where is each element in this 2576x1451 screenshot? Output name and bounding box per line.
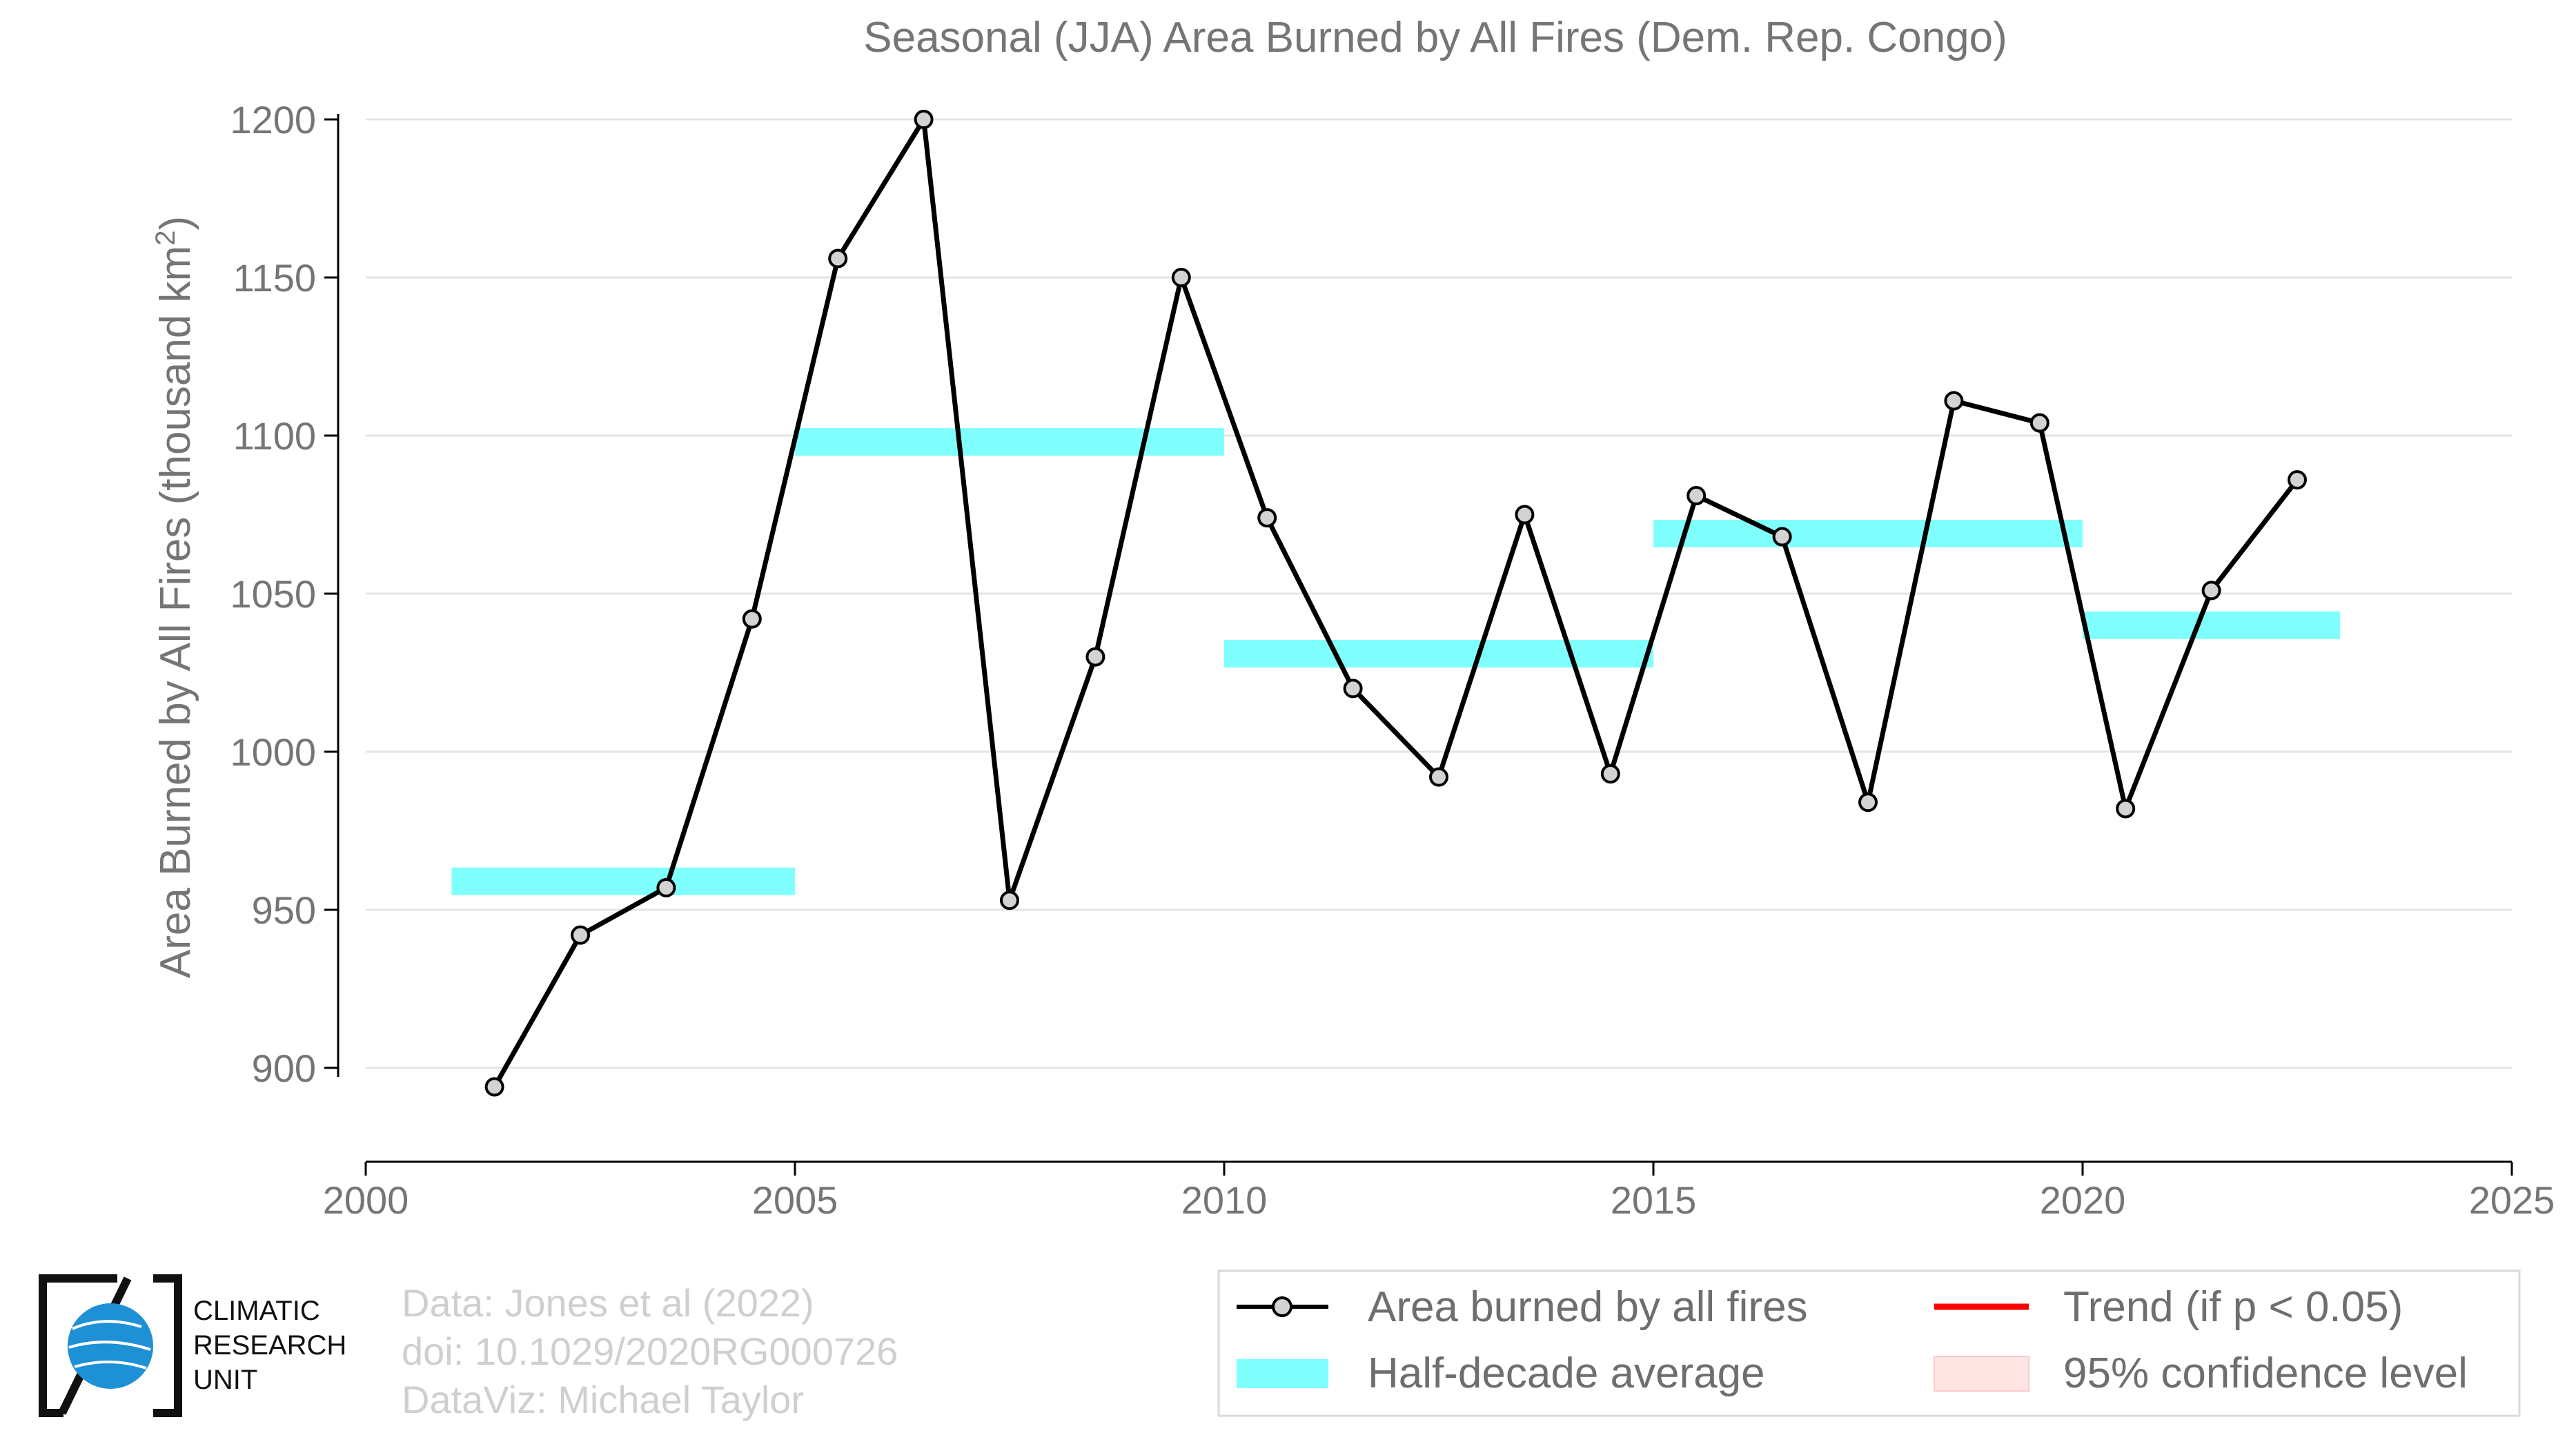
credit-dataviz: DataViz: Michael Taylor bbox=[402, 1378, 804, 1421]
x-tick-label-2025: 2025 bbox=[2469, 1178, 2555, 1222]
data-point-17 bbox=[1944, 391, 1964, 411]
data-point-19 bbox=[2116, 799, 2136, 819]
half-decade-average-bars bbox=[451, 428, 2341, 895]
globe-contour-2 bbox=[68, 1341, 151, 1351]
chart-title: Seasonal (JJA) Area Burned by All Fires … bbox=[863, 14, 2007, 61]
data-point-20 bbox=[2201, 581, 2221, 601]
logo-text-climatic: CLIMATIC bbox=[193, 1296, 320, 1326]
y-tick-label-1050: 1050 bbox=[230, 572, 316, 616]
y-tick-label-1100: 1100 bbox=[233, 414, 316, 458]
average-bar-3 bbox=[1653, 519, 2083, 547]
x-tick-label-2010: 2010 bbox=[1181, 1178, 1268, 1222]
y-axis: 900 950 1000 1050 1100 1150 1200 bbox=[230, 98, 340, 1090]
y-tick-label-1000: 1000 bbox=[230, 730, 316, 774]
globe-contour-3 bbox=[74, 1360, 147, 1370]
legend-line-label: Area burned by all fires bbox=[1368, 1283, 1808, 1331]
data-point-7 bbox=[1085, 647, 1105, 667]
data-point-8 bbox=[1171, 268, 1191, 287]
y-axis-label-end: ) bbox=[152, 216, 199, 231]
cru-logo: CLIMATIC RESEARCH UNIT bbox=[39, 1274, 346, 1417]
average-bar-4 bbox=[2083, 611, 2341, 639]
data-point-3 bbox=[742, 609, 762, 629]
data-point-4 bbox=[828, 249, 848, 269]
data-point-2 bbox=[656, 877, 676, 897]
data-point-0 bbox=[484, 1077, 504, 1097]
legend-frame bbox=[1217, 1269, 2521, 1417]
x-tick-label-2000: 2000 bbox=[323, 1178, 409, 1222]
legend-average-swatch bbox=[1237, 1359, 1328, 1388]
data-point-10 bbox=[1343, 679, 1363, 699]
legend-ci-label: 95% confidence level bbox=[2063, 1350, 2468, 1397]
data-point-9 bbox=[1257, 508, 1277, 528]
credit-data: Data: Jones et al (2022) bbox=[402, 1281, 814, 1325]
data-point-13 bbox=[1600, 764, 1620, 784]
average-bar-2 bbox=[1224, 640, 1653, 668]
average-bar-0 bbox=[451, 867, 795, 895]
x-tick-label-2015: 2015 bbox=[1611, 1178, 1697, 1222]
x-tick-label-2020: 2020 bbox=[2040, 1178, 2126, 1222]
legend: Area burned by all fires Trend (if p < 0… bbox=[1217, 1269, 2521, 1417]
y-tick-label-900: 900 bbox=[252, 1046, 316, 1090]
y-tick-label-1200: 1200 bbox=[230, 98, 316, 142]
legend-line-marker bbox=[1272, 1296, 1292, 1317]
data-point-12 bbox=[1515, 505, 1535, 525]
y-axis-label: Area Burned by All Fires (thousand km2) bbox=[150, 216, 199, 978]
x-axis: 2000 2005 2010 2015 2020 2025 bbox=[323, 1160, 2555, 1222]
area-burned-series bbox=[484, 110, 2307, 1097]
globe-contour-1 bbox=[72, 1320, 142, 1330]
data-point-5 bbox=[914, 110, 934, 129]
logo-text-unit: UNIT bbox=[193, 1365, 257, 1395]
y-tick-label-950: 950 bbox=[252, 888, 316, 932]
x-tick-label-2005: 2005 bbox=[752, 1178, 838, 1222]
legend-average-label: Half-decade average bbox=[1368, 1350, 1765, 1397]
y-axis-label-superscript: 2 bbox=[150, 231, 181, 246]
credits: Data: Jones et al (2022) doi: 10.1029/20… bbox=[402, 1281, 898, 1421]
legend-ci-swatch bbox=[1934, 1356, 2029, 1392]
logo-bracket-left bbox=[39, 1274, 117, 1417]
data-point-21 bbox=[2288, 470, 2307, 490]
logo-bracket-right bbox=[153, 1274, 182, 1417]
data-point-14 bbox=[1687, 486, 1707, 506]
legend-trend-label: Trend (if p < 0.05) bbox=[2063, 1283, 2403, 1331]
y-tick-label-1150: 1150 bbox=[233, 256, 316, 300]
data-point-6 bbox=[1000, 890, 1019, 910]
logo-text-research: RESEARCH bbox=[193, 1330, 346, 1361]
gridlines bbox=[366, 118, 2512, 1069]
average-bar-1 bbox=[795, 428, 1224, 456]
data-point-15 bbox=[1772, 527, 1792, 547]
data-point-18 bbox=[2029, 413, 2049, 433]
data-point-16 bbox=[1858, 792, 1878, 812]
data-point-1 bbox=[571, 925, 590, 945]
series-line-path bbox=[492, 117, 2299, 1089]
data-point-11 bbox=[1429, 767, 1448, 787]
credit-doi: doi: 10.1029/2020RG000726 bbox=[402, 1330, 898, 1373]
